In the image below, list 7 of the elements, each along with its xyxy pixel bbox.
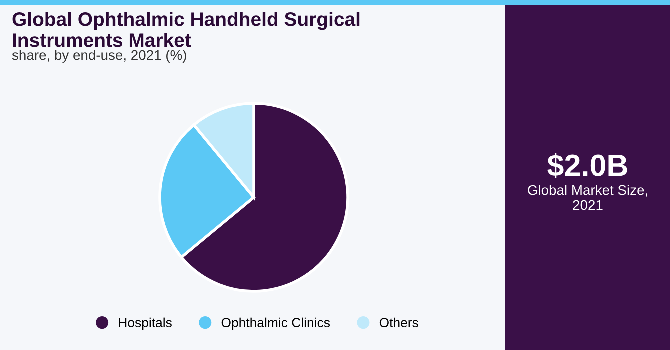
- chart-title: Global Ophthalmic Handheld Surgical Instruments Market: [12, 12, 360, 48]
- legend-label: Others: [380, 318, 418, 328]
- text: Global Market Size, 2021: [528, 185, 648, 210]
- legend-label: Ophthalmic Clinics: [222, 318, 330, 330]
- chart-subtitle: share, by end-use, 2021 (%): [12, 50, 186, 63]
- legend-label: Hospitals: [119, 318, 172, 330]
- text: $2.0B: [548, 153, 628, 178]
